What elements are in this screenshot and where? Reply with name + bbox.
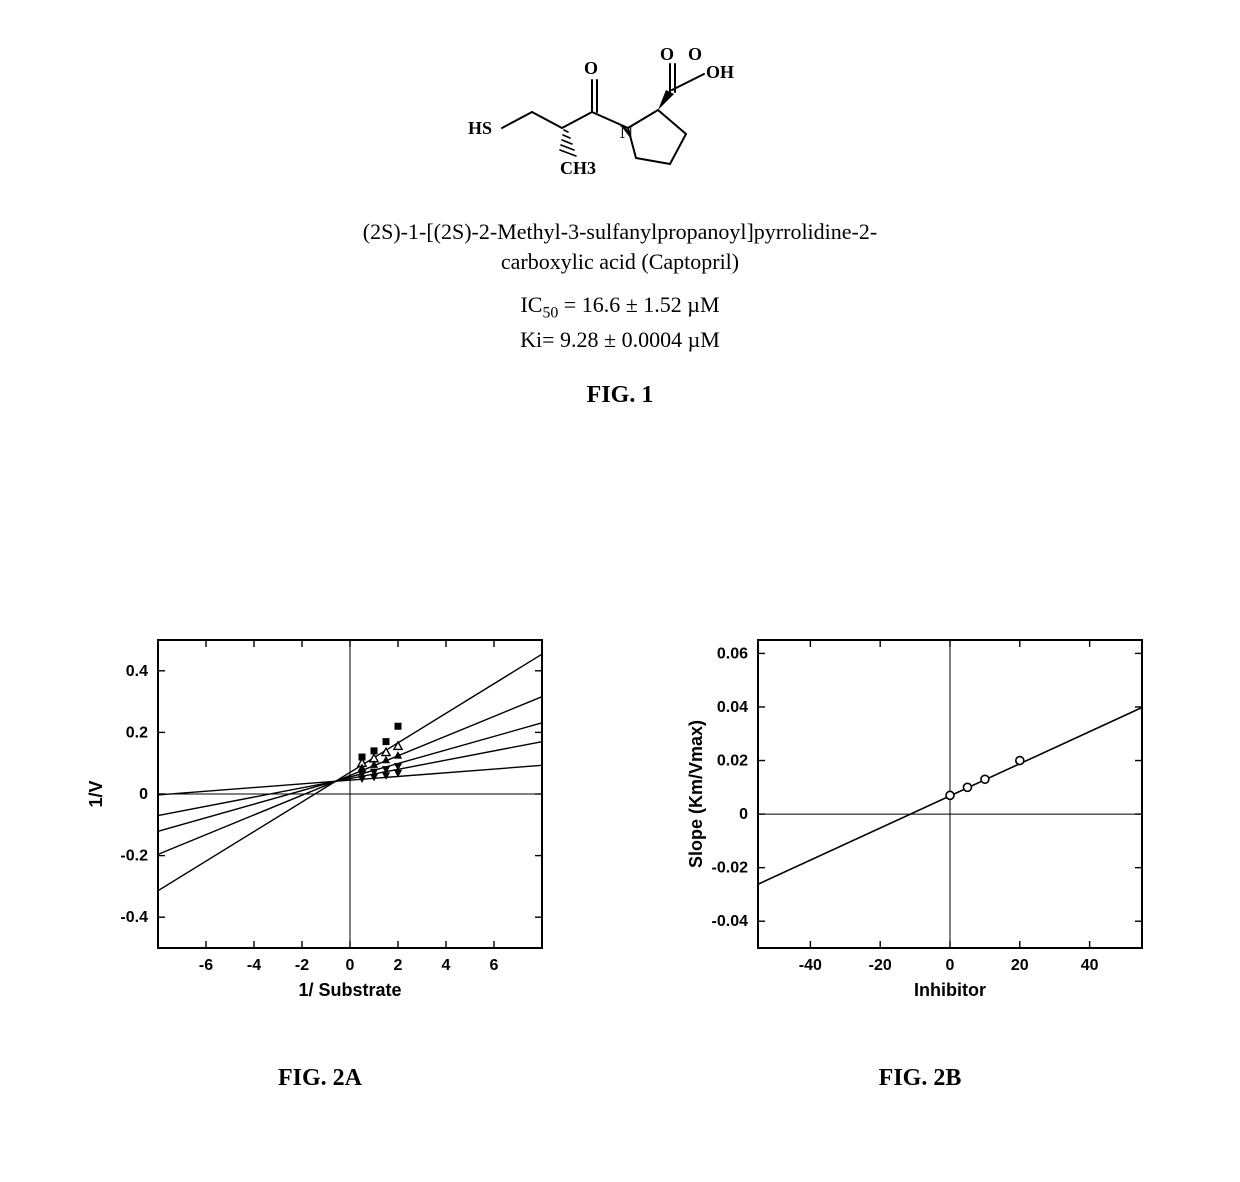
svg-text:-0.02: -0.02 <box>712 860 749 877</box>
svg-text:0.4: 0.4 <box>126 663 148 680</box>
svg-text:1/V: 1/V <box>86 780 106 807</box>
ki-value: Ki= 9.28 ± 0.0004 µM <box>520 327 720 352</box>
compound-values: IC50 = 16.6 ± 1.52 µM Ki= 9.28 ± 0.0004 … <box>0 290 1240 355</box>
svg-text:0: 0 <box>946 957 955 974</box>
svg-text:0: 0 <box>739 806 748 823</box>
compound-name-line-1: (2S)-1-[(2S)-2-Methyl-3-sulfanylpropanoy… <box>363 219 877 244</box>
atom-N: N <box>620 122 633 142</box>
svg-text:0.04: 0.04 <box>717 699 748 716</box>
atom-O1: O <box>584 58 598 78</box>
svg-text:-0.2: -0.2 <box>120 848 148 865</box>
svg-text:Slope (Km/Vmax): Slope (Km/Vmax) <box>686 720 706 868</box>
svg-text:0.2: 0.2 <box>126 724 148 741</box>
lineweaver-burk-plot: -6 -4 -2 0 2 4 6 -0.4 -0.2 0 0.2 0.4 1/ Substrate 1/V <box>80 620 560 1010</box>
svg-text:-6: -6 <box>199 957 213 974</box>
svg-text:6: 6 <box>490 957 499 974</box>
figure-2b: -40 -20 0 20 40 -0.04 -0.02 0 0.02 0.04 0.06 Inhibi… <box>670 620 1170 1092</box>
svg-text:20: 20 <box>1011 957 1029 974</box>
svg-text:1/ Substrate: 1/ Substrate <box>298 980 401 1000</box>
atom-CH3: CH3 <box>560 158 596 178</box>
svg-text:0.02: 0.02 <box>717 753 748 770</box>
ic50-value: = 16.6 ± 1.52 µM <box>558 292 719 317</box>
figure-1-caption: FIG. 1 <box>0 382 1240 409</box>
svg-text:40: 40 <box>1081 957 1099 974</box>
compound-name: (2S)-1-[(2S)-2-Methyl-3-sulfanylpropanoy… <box>0 217 1240 276</box>
atom-O3: O <box>688 44 702 64</box>
svg-text:-2: -2 <box>295 957 309 974</box>
figure-2a: -6 -4 -2 0 2 4 6 -0.4 -0.2 0 0.2 0.4 1/ Substrate 1/V… <box>70 620 570 1092</box>
svg-text:Inhibitor: Inhibitor <box>914 980 986 1000</box>
atom-O2: O <box>660 44 674 64</box>
figure-2b-caption: FIG. 2B <box>670 1065 1170 1092</box>
svg-text:-20: -20 <box>869 957 892 974</box>
compound-name-line-2: carboxylic acid (Captopril) <box>501 249 739 274</box>
svg-text:-40: -40 <box>799 957 822 974</box>
svg-text:0.06: 0.06 <box>717 645 748 662</box>
svg-text:0: 0 <box>346 957 355 974</box>
ic50-label: IC <box>520 292 542 317</box>
figure-2a-caption: FIG. 2A <box>70 1065 570 1092</box>
svg-text:-0.04: -0.04 <box>712 913 749 930</box>
captopril-structure: HS O CH3 N O O OH <box>460 40 780 200</box>
atom-HS: HS <box>468 118 492 138</box>
slope-replot: -40 -20 0 20 40 -0.04 -0.02 0 0.02 0.04 0.06 Inhibi… <box>680 620 1160 1010</box>
figure-1: HS O CH3 N O O OH (2S)-1-[(2S)-2-Methyl-… <box>0 40 1240 409</box>
svg-text:0: 0 <box>139 786 148 803</box>
svg-text:4: 4 <box>442 957 451 974</box>
ic50-subscript: 50 <box>542 305 558 322</box>
atom-OH: OH <box>706 62 734 82</box>
svg-text:-4: -4 <box>247 957 261 974</box>
svg-text:-0.4: -0.4 <box>120 909 148 926</box>
svg-text:2: 2 <box>394 957 403 974</box>
figure-2-row: -6-4-20246-0.4-0.200.20.41/ Substrate1/V… <box>70 620 1170 1092</box>
